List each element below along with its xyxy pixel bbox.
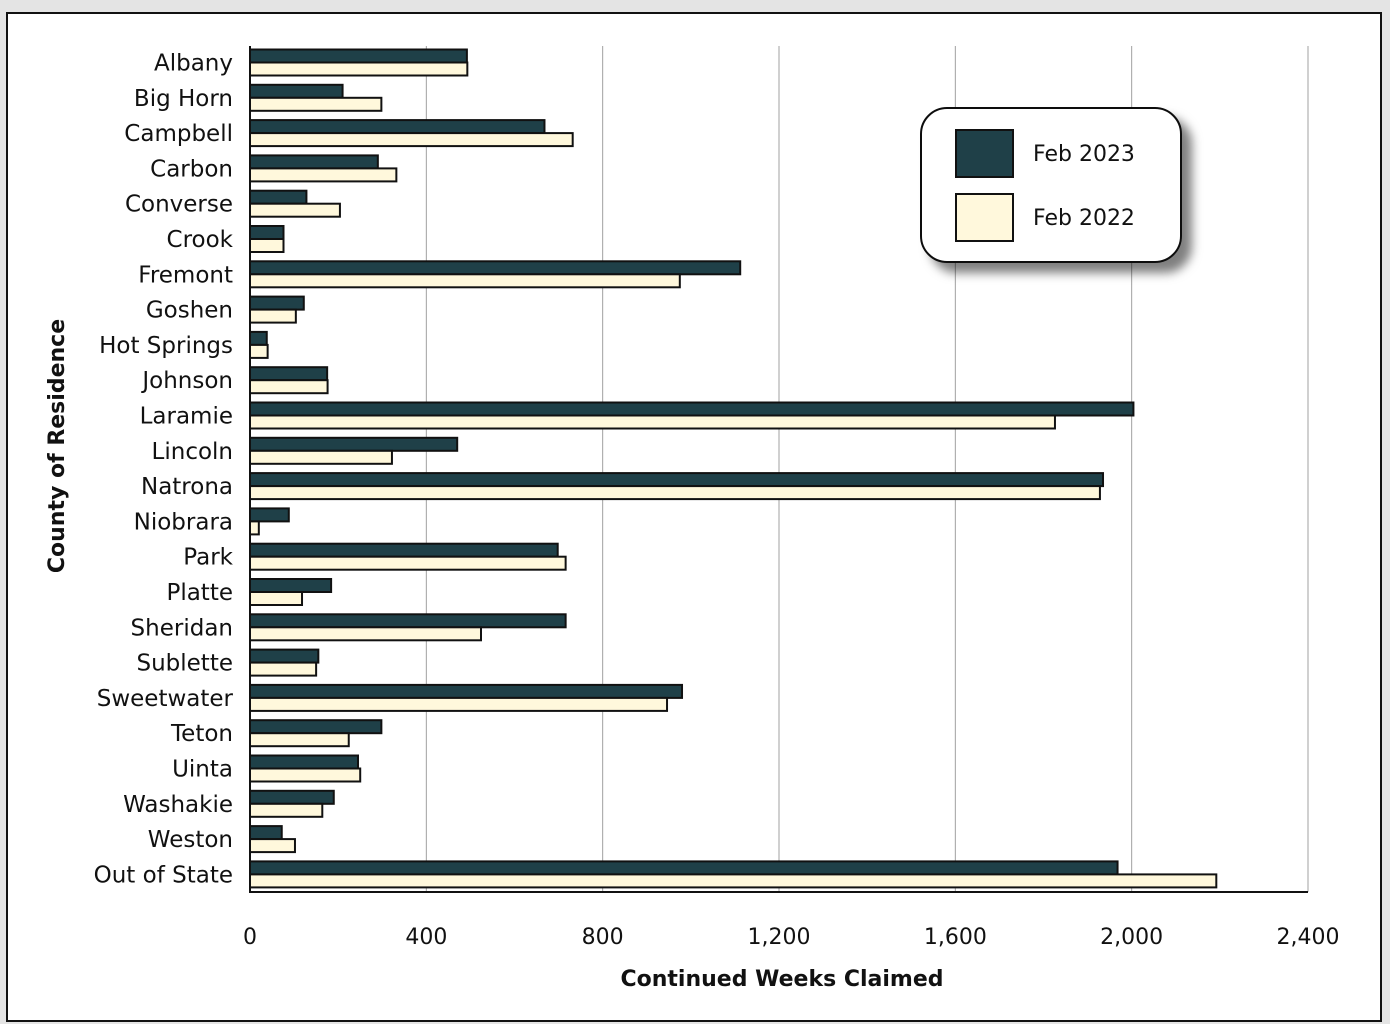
bar-feb-2023 [249, 83, 344, 99]
category-label: Laramie [140, 404, 233, 430]
category-label: Uinta [172, 757, 233, 783]
x-axis-title: Continued Weeks Claimed [620, 967, 943, 992]
bar-feb-2023 [249, 542, 559, 558]
legend-swatch-feb-2023 [955, 129, 1014, 178]
category-label: Converse [125, 192, 233, 218]
category-label: Sheridan [131, 615, 233, 641]
bar-feb-2023 [249, 436, 459, 452]
bar-feb-2023 [249, 578, 333, 593]
bar-feb-2022 [249, 238, 285, 253]
bar-feb-2023 [249, 825, 283, 841]
bar-feb-2022 [249, 520, 260, 536]
category-label: Platte [166, 580, 233, 606]
bar-feb-2022 [249, 273, 681, 289]
bar-feb-2023 [249, 48, 468, 64]
x-tick-label: 0 [243, 925, 257, 950]
category-label: Out of State [94, 862, 233, 888]
x-tick-label: 800 [582, 925, 624, 950]
bar-feb-2023 [249, 154, 379, 170]
bar-feb-2023 [249, 295, 305, 311]
bar-feb-2022 [249, 661, 318, 677]
bar-feb-2023 [249, 225, 285, 240]
bar-chart: Albany Big Horn Campbell Carbon Converse Croo… [45, 46, 1339, 992]
bar-feb-2023 [249, 789, 335, 805]
bar-feb-2023 [249, 507, 290, 523]
bar-feb-2022 [249, 202, 341, 218]
bar-feb-2023 [249, 860, 1119, 876]
category-label: Washakie [123, 792, 233, 818]
bar-feb-2022 [249, 61, 469, 77]
category-label: Carbon [150, 156, 233, 182]
category-labels: Albany Big Horn Campbell Carbon Converse Croo… [94, 51, 234, 889]
bar-feb-2022 [249, 414, 1056, 430]
bar-feb-2023 [249, 401, 1135, 417]
bar-feb-2022 [249, 767, 362, 783]
bar-feb-2023 [249, 330, 268, 346]
y-axis-title: County of Residence [45, 319, 70, 573]
bar-feb-2023 [249, 754, 360, 770]
legend-swatch-feb-2022 [955, 193, 1014, 242]
legend: Feb 2023 Feb 2022 [920, 107, 1182, 263]
category-label: Albany [154, 51, 233, 77]
bar-feb-2023 [249, 119, 546, 135]
category-label: Campbell [124, 121, 233, 147]
bar-feb-2023 [249, 472, 1105, 488]
category-label: Sweetwater [97, 686, 234, 712]
bar-feb-2022 [249, 96, 383, 112]
category-label: Hot Springs [99, 333, 233, 359]
legend-label-feb-2023: Feb 2023 [1033, 142, 1135, 167]
category-label: Niobrara [134, 509, 233, 535]
bar-feb-2023 [249, 189, 308, 205]
bar-feb-2022 [249, 873, 1218, 889]
category-label: Teton [170, 721, 233, 747]
x-tick-label: 1,200 [748, 925, 811, 950]
bar-feb-2023 [249, 260, 742, 276]
category-label: Goshen [146, 298, 233, 324]
bar-feb-2022 [249, 167, 398, 183]
x-tick-label: 1,600 [924, 925, 987, 950]
bar-feb-2022 [249, 379, 329, 395]
bar-feb-2022 [249, 732, 350, 748]
x-tick-label: 400 [405, 925, 447, 950]
bar-feb-2022 [249, 308, 297, 324]
x-tick-label: 2,000 [1100, 925, 1163, 950]
bar-feb-2022 [249, 802, 324, 818]
category-label: Fremont [138, 262, 233, 288]
bar-feb-2022 [249, 838, 296, 854]
category-label: Crook [167, 227, 234, 253]
bar-feb-2023 [249, 719, 383, 735]
bar-feb-2023 [249, 366, 329, 382]
bar-feb-2022 [249, 449, 393, 465]
x-tick-label: 2,400 [1277, 925, 1340, 950]
category-label: Weston [148, 827, 233, 853]
bar-feb-2022 [249, 591, 304, 606]
chart-frame: Albany Big Horn Campbell Carbon Converse Croo… [6, 12, 1382, 1022]
bar-feb-2022 [249, 132, 574, 148]
category-label: Johnson [140, 368, 233, 394]
bar-feb-2022 [249, 696, 669, 712]
category-label: Natrona [141, 474, 233, 500]
legend-label-feb-2022: Feb 2022 [1033, 206, 1135, 231]
category-label: Park [183, 545, 233, 571]
bar-feb-2022 [249, 626, 482, 642]
category-label: Lincoln [152, 439, 233, 465]
bar-feb-2022 [249, 555, 567, 571]
category-label: Big Horn [134, 86, 233, 112]
bar-feb-2023 [249, 683, 684, 699]
bar-feb-2022 [249, 485, 1101, 501]
bar-feb-2022 [249, 343, 269, 359]
category-label: Sublette [136, 651, 233, 677]
bar-feb-2023 [249, 648, 320, 664]
axes [249, 46, 1308, 893]
x-tick-labels: 0 400 800 1,200 1,600 2,000 2,400 [243, 925, 1339, 950]
bar-feb-2023 [249, 613, 567, 629]
